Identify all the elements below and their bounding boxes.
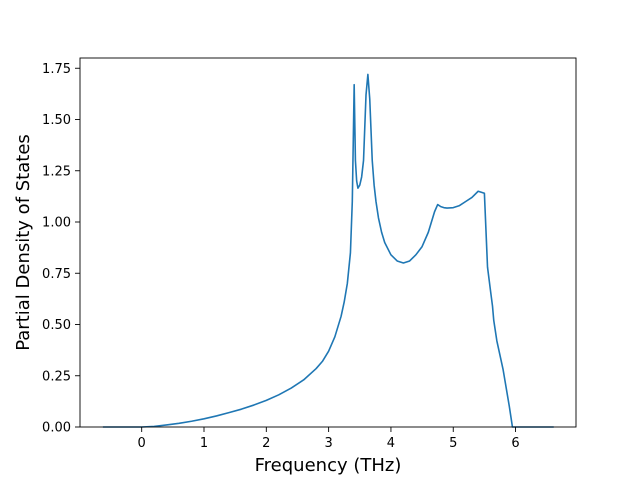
y-tick-label: 1.00: [42, 216, 71, 231]
y-tick-label: 1.75: [42, 62, 71, 77]
x-axis-label: Frequency (THz): [255, 455, 402, 476]
x-tick-label: 6: [511, 436, 519, 451]
x-axis-ticks: 0 1 2 3 4 5 6: [138, 427, 520, 451]
y-tick-label: 1.25: [42, 164, 71, 179]
y-axis-label: Partial Density of States: [13, 134, 34, 351]
axes-frame: [79, 57, 577, 428]
x-tick-label: 0: [138, 436, 146, 451]
y-axis-ticks: 0.00 0.25 0.50 0.75 1.00 1.25 1.50 1.75: [42, 62, 80, 436]
y-tick-label: 0.50: [42, 318, 71, 333]
x-tick-label: 3: [324, 436, 332, 451]
series-line: [102, 73, 554, 428]
x-tick-label: 4: [387, 436, 395, 451]
x-tick-label: 1: [200, 436, 208, 451]
y-tick-label: 0.75: [42, 267, 71, 282]
y-tick-label: 0.25: [42, 369, 71, 384]
x-tick-label: 2: [262, 436, 270, 451]
x-tick-label: 5: [449, 436, 457, 451]
plot-area: [79, 57, 577, 428]
y-tick-label: 1.50: [42, 113, 71, 128]
y-tick-label: 0.00: [42, 421, 71, 436]
